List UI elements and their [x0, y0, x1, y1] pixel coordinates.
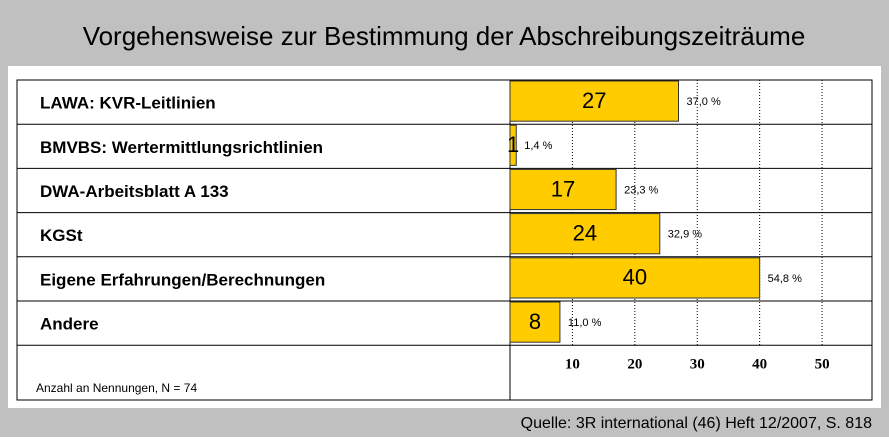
bar [509, 168, 617, 211]
bar [509, 257, 761, 299]
plot-frame [16, 79, 873, 401]
category-label: Eigene Erfahrungen/Berechnungen [40, 270, 325, 289]
bar [509, 213, 661, 255]
x-tick-label: 50 [815, 357, 830, 373]
chart-title: Vorgehensweise zur Bestimmung der Abschr… [83, 21, 806, 51]
category-label: DWA-Arbeitsblatt A 133 [40, 182, 229, 201]
percent-label: 23,3 % [624, 184, 658, 196]
percent-label: 54,8 % [768, 273, 802, 285]
x-tick-label: 30 [690, 357, 705, 373]
category-label: BMVBS: Wertermittlungsrichtlinien [40, 138, 323, 157]
x-tick-label: 20 [627, 357, 642, 373]
bar [509, 80, 680, 122]
x-tick-label: 40 [752, 357, 767, 373]
note: Anzahl an Nennungen, N = 74 [36, 381, 197, 395]
percent-label: 11,0 % [568, 317, 602, 329]
bar-label: 17 [551, 176, 575, 201]
category-label: KGSt [40, 226, 83, 245]
category-label: Andere [40, 315, 99, 334]
x-tick-label: 10 [565, 357, 580, 373]
bar [509, 124, 517, 166]
category-label: LAWA: KVR-Leitlinien [40, 94, 216, 113]
bar-label: 40 [623, 265, 647, 290]
bar [509, 301, 561, 343]
bar-label: 8 [529, 309, 541, 334]
percent-label: 32,9 % [668, 229, 702, 241]
percent-label: 1,4 % [524, 140, 552, 152]
bar-label: 24 [573, 221, 597, 246]
percent-label: 37,0 % [687, 96, 721, 108]
bar-label: 27 [582, 88, 606, 113]
source: Quelle: 3R international (46) Heft 12/20… [521, 415, 872, 432]
bar-label: 1 [507, 132, 519, 157]
